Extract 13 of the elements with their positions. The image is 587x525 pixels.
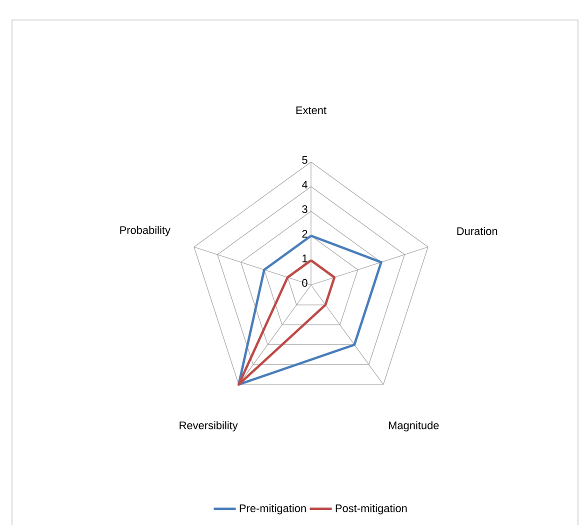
legend-label: Post-mitigation (336, 504, 407, 514)
spoke-label: Reversibility (180, 421, 238, 432)
y-tick-label: 1 (302, 254, 308, 262)
y-tick-label: 5 (302, 156, 308, 164)
y-tick-label: 3 (302, 205, 308, 213)
y-tick-label: 2 (302, 230, 308, 238)
spoke-label: Duration (457, 227, 498, 236)
legend-label: Pre-mitigation (240, 504, 306, 514)
y-tick-label: 4 (302, 180, 308, 188)
spoke-label: Extent (296, 106, 326, 114)
y-tick-label: 0 (302, 279, 308, 287)
spoke-label: Magnitude (388, 421, 439, 432)
spoke-label: Probability (120, 226, 170, 236)
